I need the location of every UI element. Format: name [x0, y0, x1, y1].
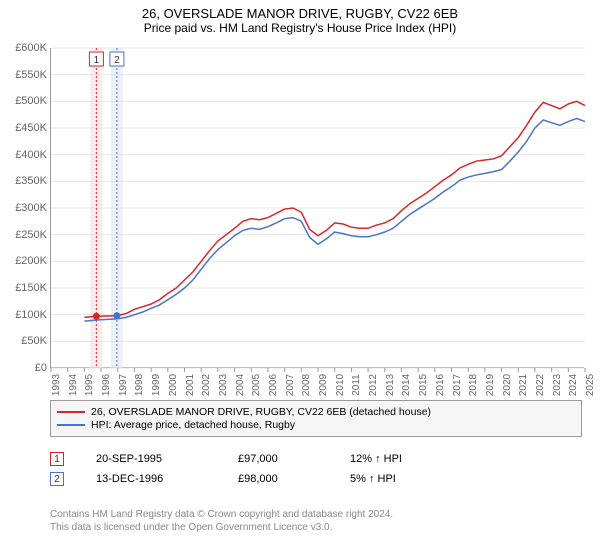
y-tick-label: £150K — [15, 282, 47, 294]
y-tick-label: £100K — [15, 309, 47, 321]
x-tick-label: 2024 — [568, 374, 579, 396]
chart-title: 26, OVERSLADE MANOR DRIVE, RUGBY, CV22 6… — [0, 0, 600, 21]
x-tick-label: 2006 — [268, 374, 279, 396]
x-tick-label: 2001 — [185, 374, 196, 396]
x-tick-label: 2023 — [552, 374, 563, 396]
x-tick-label: 1998 — [134, 374, 145, 396]
y-tick-label: £450K — [15, 122, 47, 134]
svg-text:2: 2 — [114, 55, 120, 66]
chart-svg: 12 — [51, 48, 585, 368]
x-tick-label: 2021 — [518, 374, 529, 396]
transaction-row: 1 20-SEP-1995 £97,000 12% ↑ HPI — [50, 452, 402, 466]
svg-text:1: 1 — [94, 55, 100, 66]
x-tick-label: 2014 — [401, 374, 412, 396]
transaction-delta: 5% ↑ HPI — [350, 473, 396, 485]
x-tick-label: 1993 — [51, 374, 62, 396]
transaction-date: 13-DEC-1996 — [96, 473, 206, 485]
transaction-row: 2 13-DEC-1996 £98,000 5% ↑ HPI — [50, 472, 402, 486]
transaction-price: £97,000 — [238, 453, 318, 465]
x-tick-label: 1997 — [118, 374, 129, 396]
x-tick-label: 2012 — [368, 374, 379, 396]
x-tick-label: 1995 — [84, 374, 95, 396]
x-tick-label: 2007 — [285, 374, 296, 396]
chart-subtitle: Price paid vs. HM Land Registry's House … — [0, 21, 600, 39]
y-tick-label: £600K — [15, 42, 47, 54]
x-tick-label: 2018 — [468, 374, 479, 396]
transaction-delta: 12% ↑ HPI — [350, 453, 402, 465]
x-tick-label: 1999 — [151, 374, 162, 396]
y-tick-label: £50K — [21, 335, 47, 347]
legend-swatch — [57, 424, 85, 426]
y-tick-label: £350K — [15, 175, 47, 187]
x-tick-label: 1996 — [101, 374, 112, 396]
chart-container: 26, OVERSLADE MANOR DRIVE, RUGBY, CV22 6… — [0, 0, 600, 560]
transaction-marker: 1 — [50, 452, 64, 466]
x-tick-label: 2013 — [385, 374, 396, 396]
y-axis-labels: £0£50K£100K£150K£200K£250K£300K£350K£400… — [3, 48, 51, 368]
x-tick-label: 2020 — [502, 374, 513, 396]
x-tick-label: 2002 — [201, 374, 212, 396]
x-tick-label: 2004 — [235, 374, 246, 396]
legend-item: HPI: Average price, detached house, Rugb… — [57, 419, 575, 431]
x-tick-label: 2009 — [318, 374, 329, 396]
x-tick-label: 2016 — [435, 374, 446, 396]
y-tick-label: £300K — [15, 202, 47, 214]
footnote-line-1: Contains HM Land Registry data © Crown c… — [50, 508, 393, 521]
x-tick-label: 2015 — [418, 374, 429, 396]
x-tick-label: 2011 — [351, 374, 362, 396]
y-tick-label: £0 — [35, 362, 47, 374]
transaction-price: £98,000 — [238, 473, 318, 485]
x-tick-label: 2000 — [168, 374, 179, 396]
legend-label: HPI: Average price, detached house, Rugb… — [91, 419, 295, 431]
y-tick-label: £400K — [15, 149, 47, 161]
x-tick-label: 2003 — [218, 374, 229, 396]
legend-item: 26, OVERSLADE MANOR DRIVE, RUGBY, CV22 6… — [57, 406, 575, 418]
transactions-table: 1 20-SEP-1995 £97,000 12% ↑ HPI 2 13-DEC-1996… — [50, 446, 402, 492]
y-tick-label: £200K — [15, 255, 47, 267]
x-tick-label: 2008 — [301, 374, 312, 396]
x-tick-label: 2010 — [335, 374, 346, 396]
x-tick-label: 2025 — [585, 374, 596, 396]
x-tick-label: 1994 — [68, 374, 79, 396]
x-tick-label: 2017 — [452, 374, 463, 396]
y-tick-label: £500K — [15, 95, 47, 107]
x-tick-label: 2019 — [485, 374, 496, 396]
transaction-date: 20-SEP-1995 — [96, 453, 206, 465]
footnote: Contains HM Land Registry data © Crown c… — [50, 508, 393, 534]
x-tick-label: 2022 — [535, 374, 546, 396]
plot-area: 12 £0£50K£100K£150K£200K£250K£300K£350K£… — [50, 48, 584, 368]
legend: 26, OVERSLADE MANOR DRIVE, RUGBY, CV22 6… — [50, 400, 582, 437]
legend-swatch — [57, 411, 85, 413]
y-tick-label: £250K — [15, 229, 47, 241]
legend-label: 26, OVERSLADE MANOR DRIVE, RUGBY, CV22 6… — [91, 406, 431, 418]
footnote-line-2: This data is licensed under the Open Gov… — [50, 521, 393, 534]
transaction-marker: 2 — [50, 472, 64, 486]
x-tick-label: 2005 — [251, 374, 262, 396]
y-tick-label: £550K — [15, 69, 47, 81]
